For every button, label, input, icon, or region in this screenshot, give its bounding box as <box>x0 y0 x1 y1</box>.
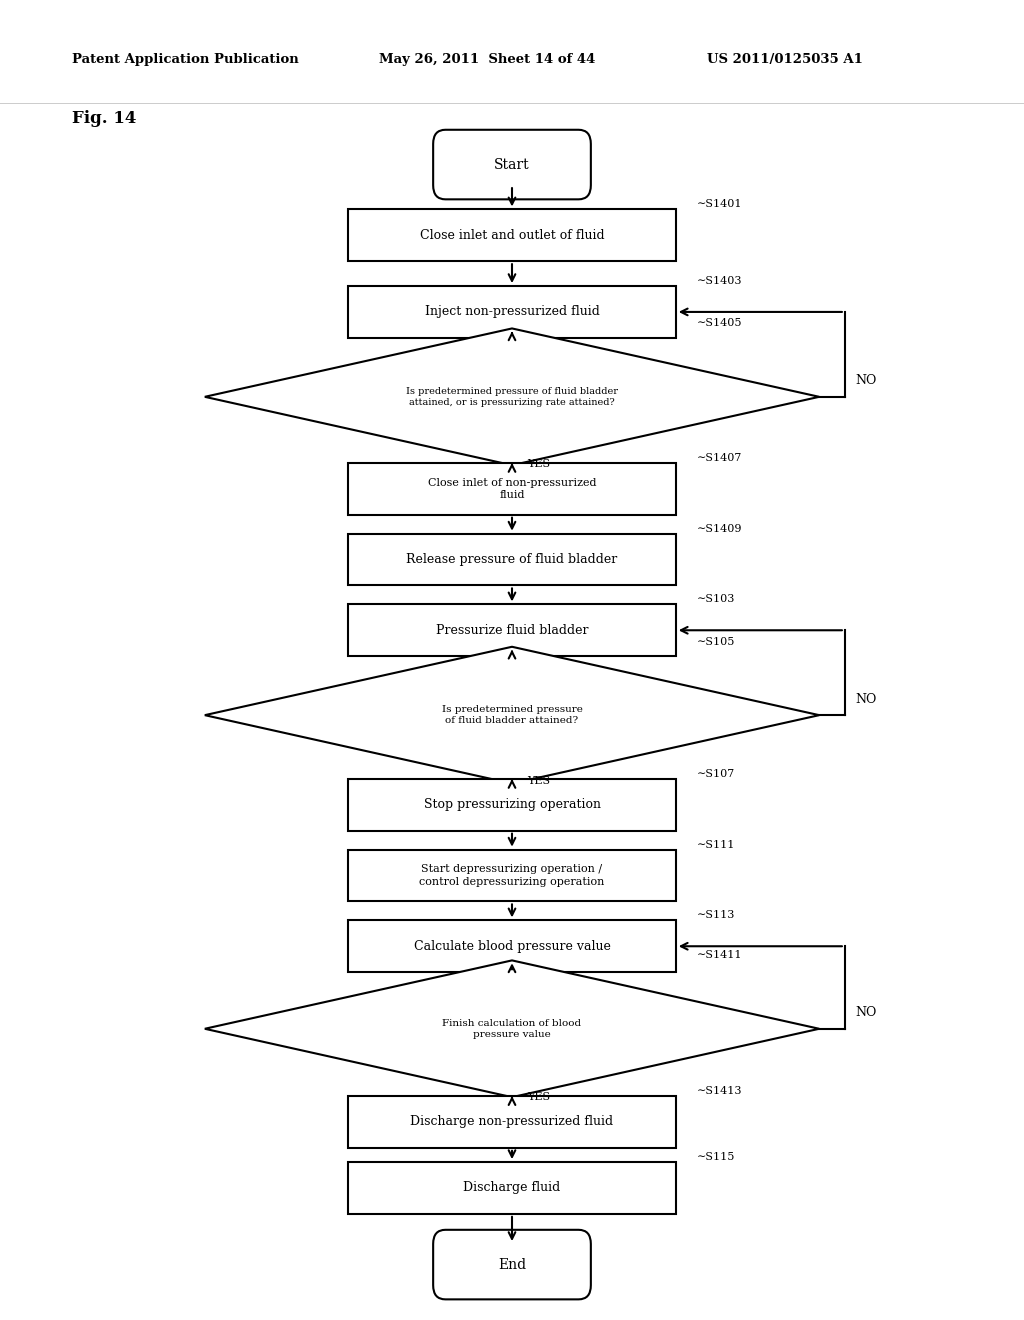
Text: ∼S1411: ∼S1411 <box>696 950 741 961</box>
Text: Discharge non-pressurized fluid: Discharge non-pressurized fluid <box>411 1115 613 1129</box>
Text: Inject non-pressurized fluid: Inject non-pressurized fluid <box>425 305 599 318</box>
Text: ∼S1413: ∼S1413 <box>696 1086 741 1096</box>
Text: Release pressure of fluid bladder: Release pressure of fluid bladder <box>407 553 617 566</box>
Text: Fig. 14: Fig. 14 <box>72 111 136 127</box>
Text: May 26, 2011  Sheet 14 of 44: May 26, 2011 Sheet 14 of 44 <box>379 53 595 66</box>
Text: US 2011/0125035 A1: US 2011/0125035 A1 <box>707 53 862 66</box>
FancyBboxPatch shape <box>348 1096 676 1148</box>
FancyBboxPatch shape <box>348 210 676 261</box>
Text: Finish calculation of blood
pressure value: Finish calculation of blood pressure val… <box>442 1019 582 1039</box>
Text: ∼S115: ∼S115 <box>696 1152 734 1162</box>
Text: ∼S103: ∼S103 <box>696 594 734 605</box>
Text: ∼S113: ∼S113 <box>696 911 734 920</box>
FancyBboxPatch shape <box>348 533 676 586</box>
Text: Is predetermined pressure of fluid bladder
attained, or is pressurizing rate att: Is predetermined pressure of fluid bladd… <box>406 387 618 407</box>
Text: YES: YES <box>527 459 551 469</box>
FancyBboxPatch shape <box>348 779 676 830</box>
Text: ∼S111: ∼S111 <box>696 840 734 850</box>
Text: YES: YES <box>527 1092 551 1102</box>
Text: Calculate blood pressure value: Calculate blood pressure value <box>414 940 610 953</box>
Text: Patent Application Publication: Patent Application Publication <box>72 53 298 66</box>
Text: Start: Start <box>495 157 529 172</box>
Text: Stop pressurizing operation: Stop pressurizing operation <box>424 799 600 812</box>
Text: Close inlet of non-pressurized
fluid: Close inlet of non-pressurized fluid <box>428 478 596 500</box>
Text: ∼S1403: ∼S1403 <box>696 276 741 286</box>
Text: ∼S105: ∼S105 <box>696 636 734 647</box>
Polygon shape <box>205 647 819 784</box>
FancyBboxPatch shape <box>433 1230 591 1299</box>
FancyBboxPatch shape <box>348 850 676 902</box>
Polygon shape <box>205 961 819 1097</box>
Text: ∼S1409: ∼S1409 <box>696 524 741 533</box>
Text: Start depressurizing operation /
control depressurizing operation: Start depressurizing operation / control… <box>419 865 605 887</box>
Text: ∼S1407: ∼S1407 <box>696 453 741 463</box>
Text: End: End <box>498 1258 526 1271</box>
Text: NO: NO <box>855 375 877 387</box>
FancyBboxPatch shape <box>348 286 676 338</box>
Polygon shape <box>205 329 819 465</box>
FancyBboxPatch shape <box>348 920 676 973</box>
Text: ∼S107: ∼S107 <box>696 768 734 779</box>
FancyBboxPatch shape <box>348 463 676 515</box>
Text: NO: NO <box>855 1006 877 1019</box>
Text: Discharge fluid: Discharge fluid <box>464 1181 560 1195</box>
FancyBboxPatch shape <box>348 605 676 656</box>
Text: YES: YES <box>527 776 551 787</box>
FancyBboxPatch shape <box>433 129 591 199</box>
Text: NO: NO <box>855 693 877 706</box>
Text: Is predetermined pressure
of fluid bladder attained?: Is predetermined pressure of fluid bladd… <box>441 705 583 725</box>
Text: Close inlet and outlet of fluid: Close inlet and outlet of fluid <box>420 228 604 242</box>
Text: ∼S1401: ∼S1401 <box>696 199 741 210</box>
Text: Pressurize fluid bladder: Pressurize fluid bladder <box>436 624 588 636</box>
Text: ∼S1405: ∼S1405 <box>696 318 741 329</box>
FancyBboxPatch shape <box>348 1162 676 1214</box>
